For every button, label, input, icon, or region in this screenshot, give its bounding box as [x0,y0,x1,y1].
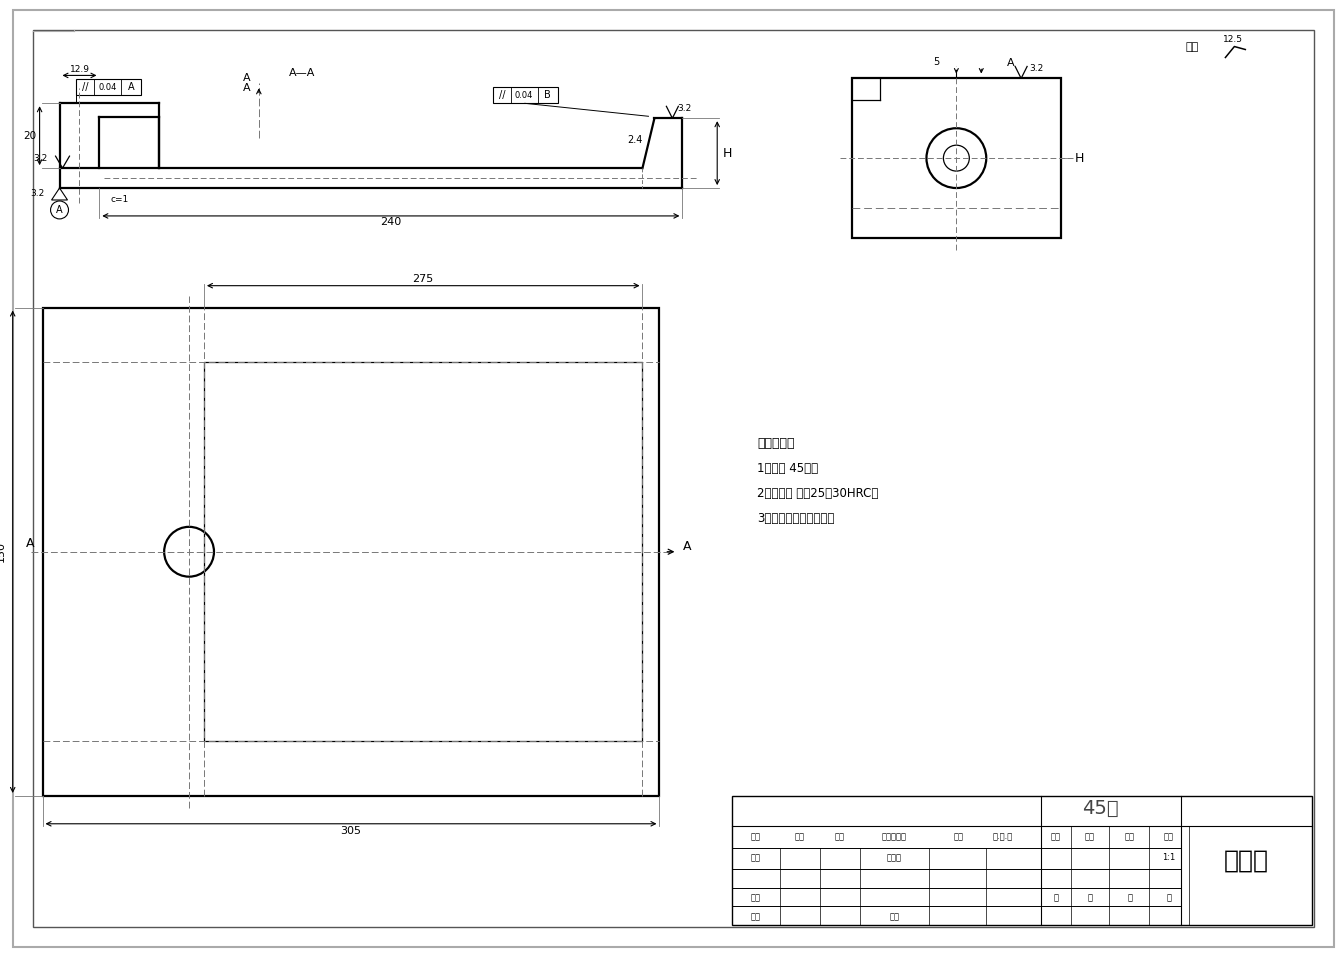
Text: 更改文件号: 更改文件号 [882,833,907,841]
Bar [76,79,141,96]
Text: A: A [127,82,134,93]
Text: 张: 张 [1166,893,1172,902]
Text: 2.4: 2.4 [627,135,643,145]
Text: 3、锐角倒锁，去毛刺。: 3、锐角倒锁，去毛刺。 [757,512,835,524]
Text: B: B [545,90,552,100]
Text: 张: 张 [1087,893,1092,902]
Text: A: A [243,83,251,94]
Text: 150: 150 [0,542,5,563]
Bar [493,87,558,103]
Text: A: A [56,205,63,215]
Text: 12.5: 12.5 [1224,35,1244,44]
Text: c=1: c=1 [110,195,129,205]
Text: 第: 第 [1127,893,1133,902]
Text: 签名: 签名 [953,833,964,841]
Text: //: // [499,90,505,100]
Text: A—A: A—A [289,69,315,78]
Text: 工艺: 工艺 [752,912,761,921]
Text: H: H [1075,151,1084,165]
Text: A: A [25,537,35,550]
Text: 3.2: 3.2 [678,103,691,113]
Text: 275: 275 [412,274,433,283]
Bar [733,796,1312,925]
Text: 0.04: 0.04 [515,91,533,100]
Text: 批准: 批准 [890,912,899,921]
Text: 3.2: 3.2 [34,154,48,163]
Text: 标准化: 标准化 [887,853,902,862]
Text: 年.月.日: 年.月.日 [993,833,1013,841]
Text: 比例: 比例 [1164,833,1174,841]
Text: 3.2: 3.2 [31,189,44,197]
Text: 审核: 审核 [752,893,761,902]
Text: A: A [683,541,691,553]
Text: 标记: 标记 [1084,833,1095,841]
Text: 处数: 处数 [794,833,805,841]
Text: 20: 20 [23,131,36,141]
Text: 2、热处理 调贤25～30HRC；: 2、热处理 调贤25～30HRC； [757,487,879,500]
Text: 0.04: 0.04 [98,83,117,92]
Text: 其余: 其余 [1185,41,1198,52]
Text: 技术要求：: 技术要求： [757,437,794,450]
Bar [43,307,659,796]
Text: 12.9: 12.9 [70,65,90,74]
Bar [204,363,643,741]
Text: 5: 5 [933,57,939,68]
Text: 分区: 分区 [835,833,844,841]
Text: 设计: 设计 [752,853,761,862]
Text: 标记: 标记 [752,833,761,841]
Text: 共: 共 [1053,893,1059,902]
Text: 240: 240 [380,217,401,227]
Bar [852,78,1062,238]
Text: 重量: 重量 [1125,833,1135,841]
Text: H: H [722,146,731,160]
Text: 305: 305 [341,826,361,835]
Text: 阶段: 阶段 [1051,833,1062,841]
Text: A: A [1008,58,1015,69]
Text: 1、材料 45钉；: 1、材料 45钉； [757,462,819,475]
Text: 3.2: 3.2 [1029,64,1043,73]
Text: 45钉: 45钉 [1083,799,1119,818]
Text: 1:1: 1:1 [1162,853,1176,862]
Text: 夹具体: 夹具体 [1224,849,1268,873]
Text: //: // [82,82,89,93]
Text: A: A [243,74,251,83]
